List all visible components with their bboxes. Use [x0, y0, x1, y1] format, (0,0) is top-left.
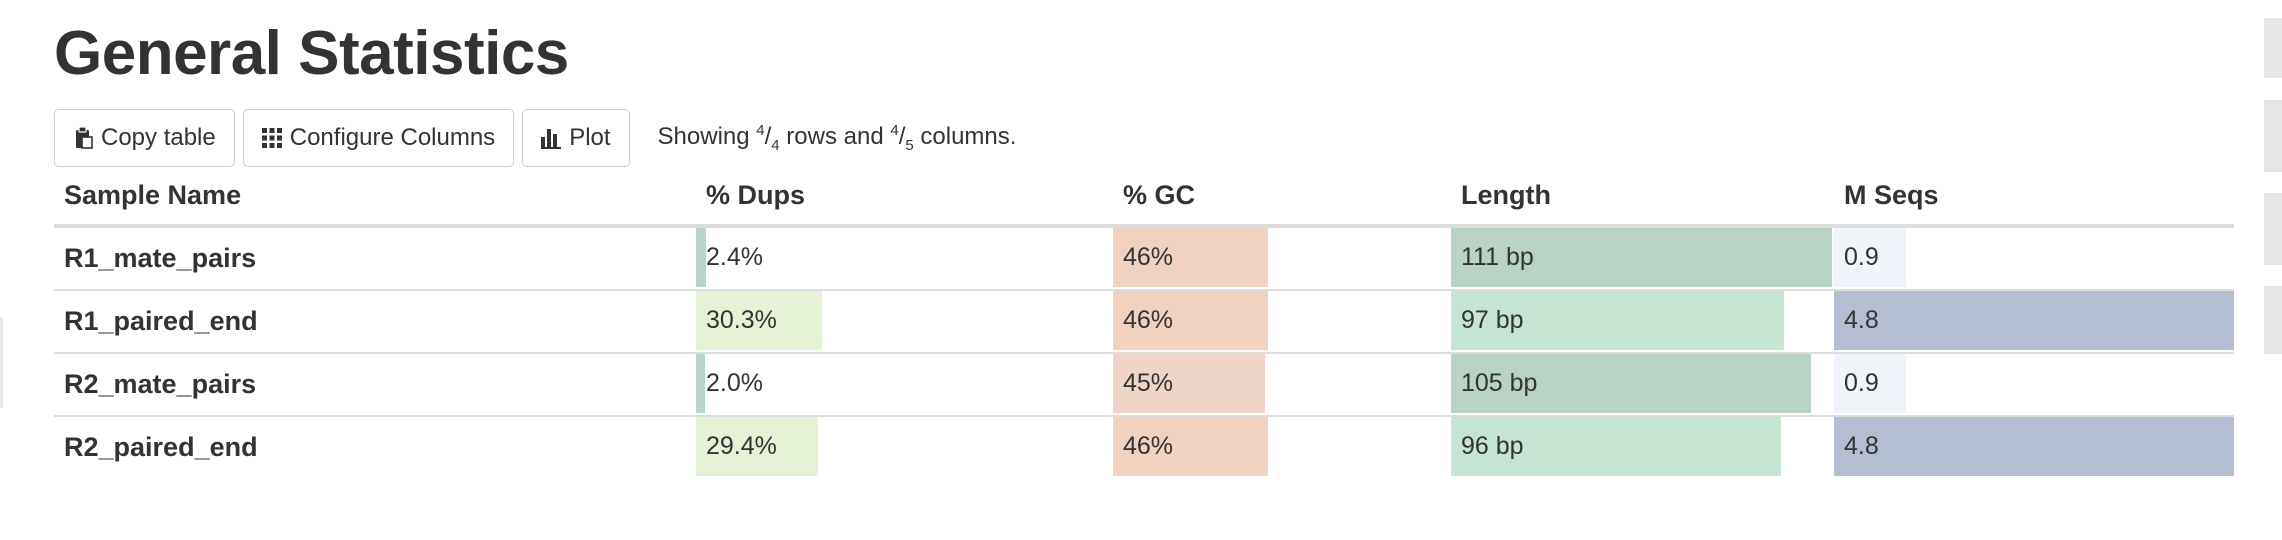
clipboard-icon — [73, 126, 93, 150]
table-row: R2_paired_end 29.4% 46% 96 bp 4.8 — [54, 417, 2234, 478]
bar-chart-icon — [541, 127, 562, 149]
header-dups[interactable]: % Dups — [706, 180, 806, 210]
mseqs-cell: 0.9 — [1834, 228, 2234, 287]
header-mseqs[interactable]: M Seqs — [1844, 180, 1939, 210]
gc-cell: 46% — [1113, 228, 1453, 287]
showing-summary: Showing 4/4 rows and 4/5 columns. — [657, 122, 1017, 154]
plot-button[interactable]: Plot — [522, 109, 630, 167]
dups-cell: 30.3% — [696, 291, 1113, 350]
length-bar — [1451, 228, 1832, 287]
dups-value: 29.4% — [706, 432, 777, 460]
mseqs-value: 0.9 — [1844, 369, 1879, 397]
gc-cell: 45% — [1113, 354, 1453, 413]
general-stats-table: Sample Name % Dups % GC Length M Seqs R1… — [54, 170, 2234, 478]
mseqs-cell: 0.9 — [1834, 354, 2234, 413]
length-value: 97 bp — [1461, 306, 1524, 334]
length-bar — [1451, 354, 1811, 413]
gc-value: 45% — [1123, 369, 1174, 397]
gc-cell: 46% — [1113, 291, 1453, 350]
side-toolbox-tab[interactable] — [2264, 286, 2282, 354]
dups-cell: 2.0% — [696, 354, 1113, 413]
side-toolbox-tab[interactable] — [2264, 193, 2282, 265]
mseqs-cell: 4.8 — [1834, 417, 2234, 476]
header-gc[interactable]: % GC — [1123, 180, 1196, 210]
plot-label: Plot — [569, 124, 611, 151]
toolbar: Copy table Configure Columns Plot Showin… — [54, 108, 1016, 168]
length-bar — [1451, 291, 1784, 350]
gc-bar — [1113, 228, 1268, 287]
dups-bar — [696, 354, 705, 413]
left-edge-handle — [0, 318, 3, 408]
table-header: Sample Name % Dups % GC Length M Seqs — [54, 170, 2234, 228]
length-value: 96 bp — [1461, 432, 1524, 460]
grid-icon — [261, 128, 282, 148]
dups-value: 2.0% — [706, 369, 763, 397]
length-cell: 105 bp — [1451, 354, 1834, 413]
gc-bar — [1113, 354, 1265, 413]
sample-name-cell: R1_paired_end — [64, 306, 258, 336]
header-length[interactable]: Length — [1461, 180, 1551, 210]
dups-cell: 29.4% — [696, 417, 1113, 476]
sample-name-cell: R1_mate_pairs — [64, 243, 257, 273]
mseqs-bar — [1834, 417, 2234, 476]
dups-cell: 2.4% — [696, 228, 1113, 287]
gc-value: 46% — [1123, 306, 1174, 334]
length-value: 105 bp — [1461, 369, 1538, 397]
mseqs-value: 4.8 — [1844, 306, 1879, 334]
gc-bar — [1113, 417, 1268, 476]
table-row: R1_mate_pairs 2.4% 46% 111 bp 0.9 — [54, 228, 2234, 291]
dups-value: 30.3% — [706, 306, 777, 334]
mseqs-bar — [1834, 228, 1906, 287]
mseqs-value: 4.8 — [1844, 432, 1879, 460]
length-bar — [1451, 417, 1781, 476]
page-title: General Statistics — [54, 19, 569, 88]
length-cell: 97 bp — [1451, 291, 1834, 350]
length-value: 111 bp — [1461, 243, 1534, 271]
dups-bar — [696, 228, 706, 287]
mseqs-value: 0.9 — [1844, 243, 1879, 271]
length-cell: 96 bp — [1451, 417, 1834, 476]
configure-columns-label: Configure Columns — [289, 124, 496, 151]
gc-value: 46% — [1123, 432, 1174, 460]
copy-table-button[interactable]: Copy table — [54, 109, 235, 167]
dups-bar — [696, 291, 822, 350]
mseqs-cell: 4.8 — [1834, 291, 2234, 350]
gc-value: 46% — [1123, 243, 1174, 271]
sample-name-cell: R2_paired_end — [64, 432, 258, 462]
table-row: R2_mate_pairs 2.0% 45% 105 bp 0.9 — [54, 354, 2234, 417]
mseqs-bar — [1834, 291, 2234, 350]
sample-name-cell: R2_mate_pairs — [64, 369, 257, 399]
length-cell: 111 bp — [1451, 228, 1834, 287]
table-body: R1_mate_pairs 2.4% 46% 111 bp 0.9 R1_paired_e… — [54, 228, 2234, 478]
copy-table-label: Copy table — [101, 124, 216, 151]
dups-bar — [696, 417, 818, 476]
configure-columns-button[interactable]: Configure Columns — [242, 109, 515, 167]
side-toolbox-tab[interactable] — [2264, 18, 2282, 78]
header-sample-name[interactable]: Sample Name — [64, 180, 242, 210]
dups-value: 2.4% — [706, 243, 763, 271]
mseqs-bar — [1834, 354, 1906, 413]
table-row: R1_paired_end 30.3% 46% 97 bp 4.8 — [54, 291, 2234, 354]
side-toolbox-tab[interactable] — [2264, 100, 2282, 172]
gc-bar — [1113, 291, 1268, 350]
gc-cell: 46% — [1113, 417, 1453, 476]
